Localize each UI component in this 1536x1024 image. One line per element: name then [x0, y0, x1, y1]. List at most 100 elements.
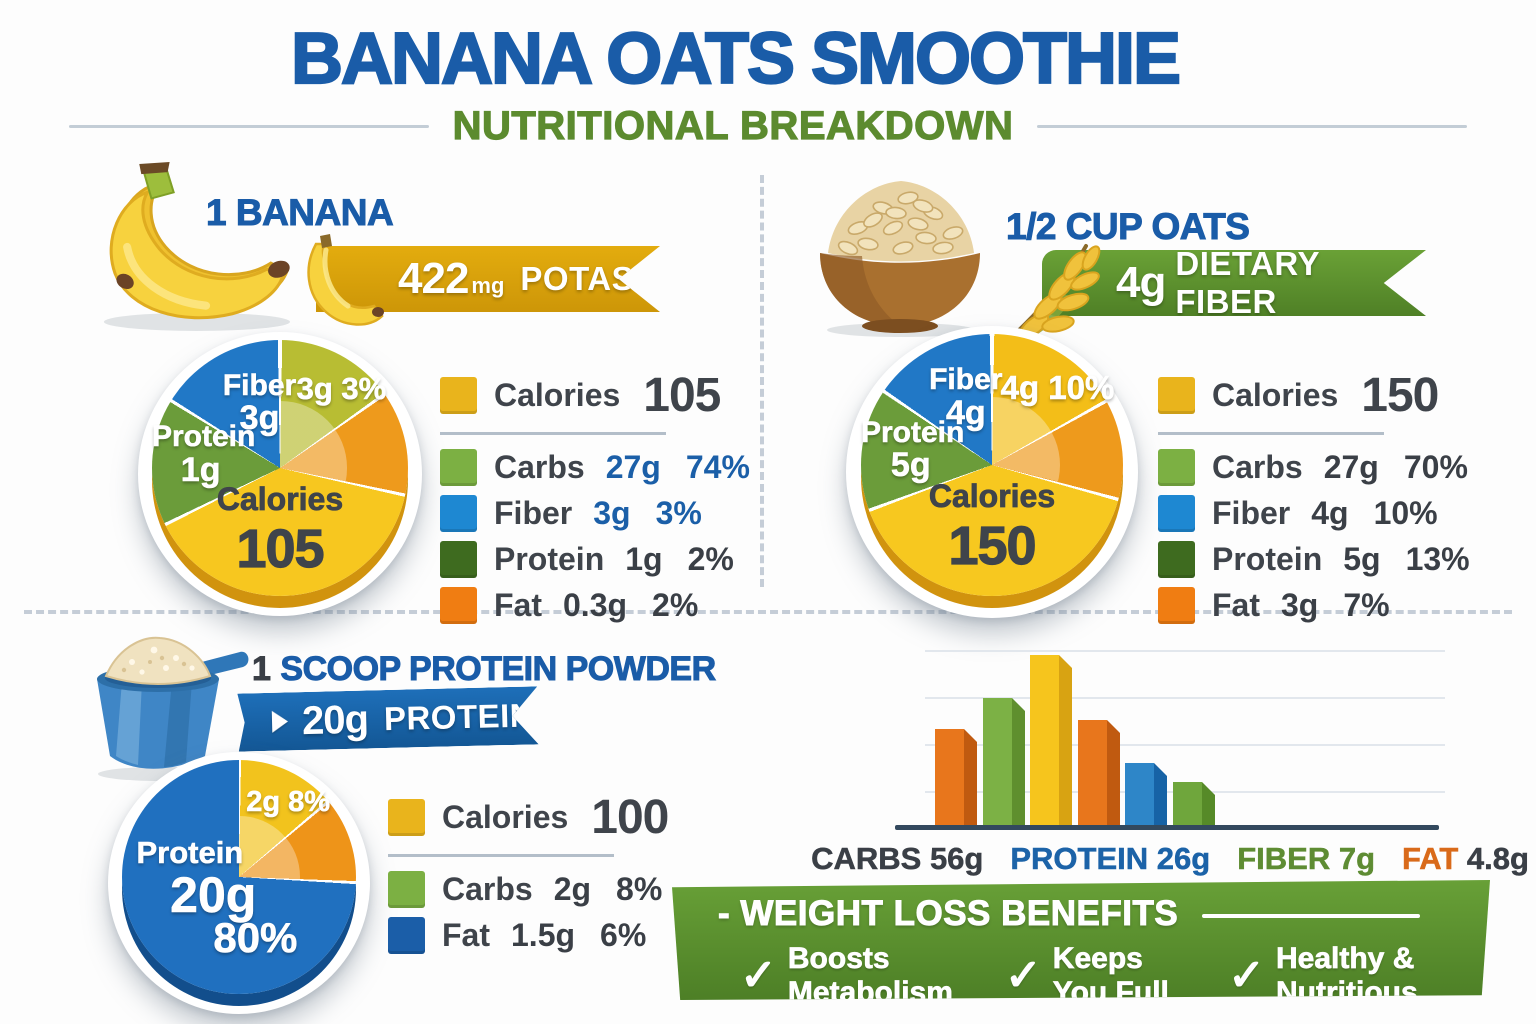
oats-pie-gloss	[923, 396, 1061, 534]
banana-pie-fiber-label: Fiber 3g	[222, 368, 297, 438]
benefit-item: ✓ Boosts Metabolism	[739, 942, 953, 1009]
fat-swatch	[1158, 587, 1195, 624]
fiber-swatch	[1158, 495, 1195, 532]
banana-pie-annotation: 3g 3%	[296, 371, 387, 407]
banana-pie-plate: Fiber 3g Protein 1g 3g 3% Calories 105	[138, 332, 422, 616]
horizontal-divider	[24, 610, 1512, 614]
protein-pie-pct: 80%	[213, 913, 298, 961]
potassium-unit: mg	[471, 273, 505, 298]
calories-swatch	[1158, 377, 1195, 414]
legend-row-carbs: Carbs 27g 74%	[440, 449, 750, 486]
bar-label-fiber: FIBER 7g	[1237, 841, 1376, 877]
subtitle-rule-left	[68, 125, 429, 128]
fiber-ribbon: 4g DIETARY FIBER	[1042, 250, 1426, 316]
check-icon: ✓	[739, 951, 777, 1001]
banana-legend: Calories 105 Carbs 27g 74% Fiber 3g 3% P…	[440, 368, 750, 633]
oats-pie-center: Calories 150	[928, 478, 1056, 577]
protein-pie-gloss	[178, 816, 300, 938]
bar-chart-bars	[935, 645, 1255, 826]
protein-swatch	[440, 541, 477, 578]
page-title: BANANA OATS SMOOTHIE	[290, 18, 1182, 100]
bar-label-protein: PROTEIN 26g	[1010, 841, 1211, 877]
carbs-swatch	[388, 871, 425, 908]
check-icon: ✓	[1227, 951, 1265, 1001]
oats-pie-plate: Fiber 4g Protein 5g 4g 10% Calories 150	[846, 326, 1138, 618]
protein-pie-plate: 2g 8% Protein 20g 80%	[108, 752, 370, 1014]
bar	[1030, 655, 1072, 826]
legend-row-fat: Fat 3g 7%	[1158, 587, 1470, 624]
fiber-swatch	[440, 495, 477, 532]
banana-pie: Fiber 3g Protein 1g 3g 3% Calories 105	[152, 340, 408, 596]
fiber-ribbon-value: 4g	[1116, 258, 1166, 307]
legend-row-carbs: Carbs 2g 8%	[388, 871, 668, 908]
legend-row-fat: Fat 0.3g 2%	[440, 587, 750, 624]
oats-heading: 1/2 CUP OATS	[1005, 206, 1250, 248]
benefits-items: ✓ Boosts Metabolism ✓ Keeps You Full ✓ H…	[718, 942, 1448, 1009]
legend-row-fat: Fat 1.5g 6%	[388, 917, 668, 954]
benefits-heading: - WEIGHT LOSS BENEFITS	[717, 894, 1179, 934]
bar-label-fat: FAT 4.8g	[1402, 841, 1529, 877]
legend-row-calories: Calories 150	[1158, 368, 1470, 423]
legend-divider	[1158, 432, 1384, 435]
benefit-item: ✓ Keeps You Full	[1004, 942, 1169, 1009]
subtitle-rule-right	[1037, 125, 1468, 128]
oats-pie-protein-label: Protein 5g	[861, 415, 965, 485]
benefit-item: ✓ Healthy & Nutritious	[1227, 942, 1418, 1009]
protein-ribbon-value: 20g	[301, 696, 369, 743]
bar-chart-baseline	[895, 825, 1439, 830]
potassium-value: 422	[398, 254, 469, 303]
subtitle-row: NUTRITIONAL BREAKDOWN	[0, 103, 1536, 149]
protein-ribbon: 20g PROTEIN	[237, 686, 538, 751]
protein-heading-number: 1	[251, 650, 271, 689]
legend-divider	[388, 854, 614, 857]
totals-bar-chart: CARBS 56g PROTEIN 26g FIBER 7g FAT 4.8g	[811, 645, 1529, 880]
gridline	[925, 697, 1445, 699]
bar	[1125, 763, 1167, 826]
bananas-illustration	[103, 162, 291, 331]
bar-chart-labels: CARBS 56g PROTEIN 26g FIBER 7g FAT 4.8g	[811, 841, 1529, 877]
protein-ribbon-label: PROTEIN	[383, 696, 535, 738]
legend-row-protein: Protein 1g 2%	[440, 541, 750, 578]
protein-pie: 2g 8% Protein 20g 80%	[122, 760, 356, 994]
protein-legend: Calories 100 Carbs 2g 8% Fat 1.5g 6%	[388, 790, 669, 963]
banana-pie-gloss	[213, 401, 347, 535]
protein-heading: 1 SCOOP PROTEIN POWDER	[251, 650, 717, 689]
bar	[983, 698, 1025, 826]
vertical-divider	[760, 175, 764, 587]
bar	[1078, 720, 1120, 826]
banana-pie-center: Calories 105	[216, 480, 344, 579]
oats-pie-fiber-label: Fiber 4g	[929, 363, 1003, 433]
oats-legend: Calories 150 Carbs 27g 70% Fiber 4g 10% …	[1158, 368, 1470, 633]
legend-row-fiber: Fiber 3g 3%	[440, 495, 750, 532]
fat-swatch	[440, 587, 477, 624]
arrow-right-icon	[272, 710, 289, 732]
bar-label-carbs: CARBS 56g	[811, 841, 984, 877]
legend-row-calories: Calories 105	[440, 368, 750, 423]
weight-loss-benefits-banner: - WEIGHT LOSS BENEFITS ✓ Boosts Metaboli…	[672, 880, 1490, 1000]
benefits-heading-row: - WEIGHT LOSS BENEFITS	[717, 894, 1448, 934]
protein-heading-text: SCOOP PROTEIN POWDER	[280, 650, 717, 689]
oats-bowl-illustration	[820, 181, 980, 337]
banana-pie-protein-label: Protein 1g	[152, 419, 256, 489]
gridline	[925, 744, 1445, 746]
protein-pie-annotation: 2g 8%	[246, 786, 331, 819]
protein-pie-title: Protein	[136, 835, 244, 871]
legend-row-fiber: Fiber 4g 10%	[1158, 495, 1470, 532]
check-icon: ✓	[1004, 951, 1042, 1001]
protein-pie-value: 20g	[170, 866, 257, 923]
page-subtitle: NUTRITIONAL BREAKDOWN	[452, 103, 1014, 148]
fat-swatch	[388, 917, 425, 954]
gridline	[925, 650, 1445, 652]
benefits-heading-rule	[1202, 914, 1420, 918]
bar	[1173, 782, 1215, 826]
bar	[935, 729, 977, 826]
oats-pie: Fiber 4g Protein 5g 4g 10% Calories 150	[861, 334, 1123, 596]
legend-row-protein: Protein 5g 13%	[1158, 541, 1470, 578]
protein-scoop-illustration	[97, 636, 249, 781]
calories-swatch	[440, 377, 477, 414]
calories-swatch	[388, 799, 425, 836]
legend-divider	[440, 432, 666, 435]
small-banana-icon	[307, 234, 384, 326]
potassium-label: POTASSIUM	[520, 260, 719, 297]
